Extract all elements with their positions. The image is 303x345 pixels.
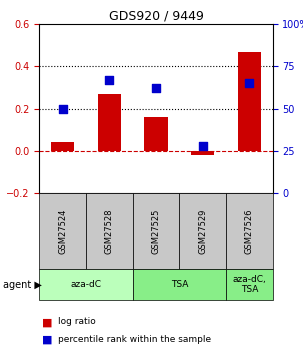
Bar xyxy=(226,193,273,269)
Point xyxy=(60,106,65,111)
Bar xyxy=(133,269,226,300)
Text: TSA: TSA xyxy=(171,280,188,289)
Text: ■: ■ xyxy=(42,317,53,327)
Bar xyxy=(191,151,215,155)
Bar xyxy=(133,193,179,269)
Title: GDS920 / 9449: GDS920 / 9449 xyxy=(108,10,204,23)
Text: GSM27528: GSM27528 xyxy=(105,208,114,254)
Text: agent ▶: agent ▶ xyxy=(3,280,42,289)
Bar xyxy=(98,94,121,151)
Point xyxy=(154,86,158,91)
Bar xyxy=(86,193,133,269)
Bar xyxy=(145,117,168,151)
Bar xyxy=(238,52,261,151)
Point xyxy=(200,143,205,149)
Bar xyxy=(39,269,133,300)
Text: GSM27526: GSM27526 xyxy=(245,208,254,254)
Text: percentile rank within the sample: percentile rank within the sample xyxy=(58,335,211,344)
Bar xyxy=(51,142,75,151)
Bar xyxy=(226,269,273,300)
Point xyxy=(247,80,252,86)
Text: GSM27524: GSM27524 xyxy=(58,208,67,254)
Text: GSM27529: GSM27529 xyxy=(198,208,207,254)
Text: ■: ■ xyxy=(42,335,53,345)
Text: GSM27525: GSM27525 xyxy=(152,208,161,254)
Text: aza-dC: aza-dC xyxy=(71,280,102,289)
Text: log ratio: log ratio xyxy=(58,317,95,326)
Bar xyxy=(39,193,86,269)
Bar xyxy=(179,193,226,269)
Text: aza-dC,
TSA: aza-dC, TSA xyxy=(232,275,266,294)
Point xyxy=(107,77,112,83)
